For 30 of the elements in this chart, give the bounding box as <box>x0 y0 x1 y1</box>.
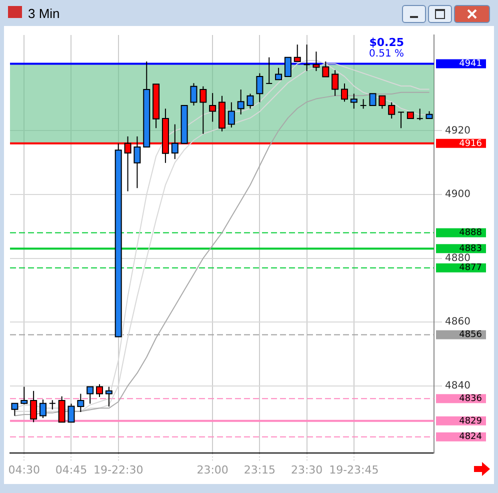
ref-line-label: 4829 <box>459 416 482 426</box>
ref-line-label: 4824 <box>459 432 482 442</box>
candlestick <box>398 112 405 129</box>
chart-title: 3 Min <box>28 6 60 21</box>
x-tick-label: 04:45 <box>55 463 88 476</box>
annotation: 0.51 % <box>369 48 404 60</box>
candlestick <box>303 44 310 72</box>
ref-line-label: 4836 <box>459 394 482 404</box>
y-tick-label: 4900 <box>445 189 470 200</box>
ref-line-label: 4888 <box>459 228 482 238</box>
x-tick-label: 19-23:45 <box>329 463 379 476</box>
ref-line-label: 4856 <box>459 330 482 340</box>
candlestick <box>48 400 56 410</box>
x-tick-label: 23:30 <box>290 463 323 476</box>
candlestick <box>416 108 424 121</box>
ref-line-label: 4883 <box>459 244 482 254</box>
ref-line-label: 4916 <box>459 138 482 149</box>
x-tick-label: 04:30 <box>8 463 40 476</box>
y-tick-label: 4920 <box>445 125 470 136</box>
ref-line-label: 4877 <box>459 263 482 274</box>
x-tick-label: 23:15 <box>244 463 276 476</box>
x-tick-label: 23:00 <box>196 463 228 476</box>
y-tick-label: 4860 <box>445 316 470 328</box>
x-tick-label: 19-22:30 <box>94 463 144 476</box>
candlestick <box>360 98 367 110</box>
candlestick <box>266 56 273 84</box>
annotation: $0.25 <box>369 36 404 49</box>
y-tick-label: 4880 <box>445 252 470 264</box>
ref-line-label: 4941 <box>459 59 482 70</box>
y-tick-label: 4840 <box>445 380 470 392</box>
